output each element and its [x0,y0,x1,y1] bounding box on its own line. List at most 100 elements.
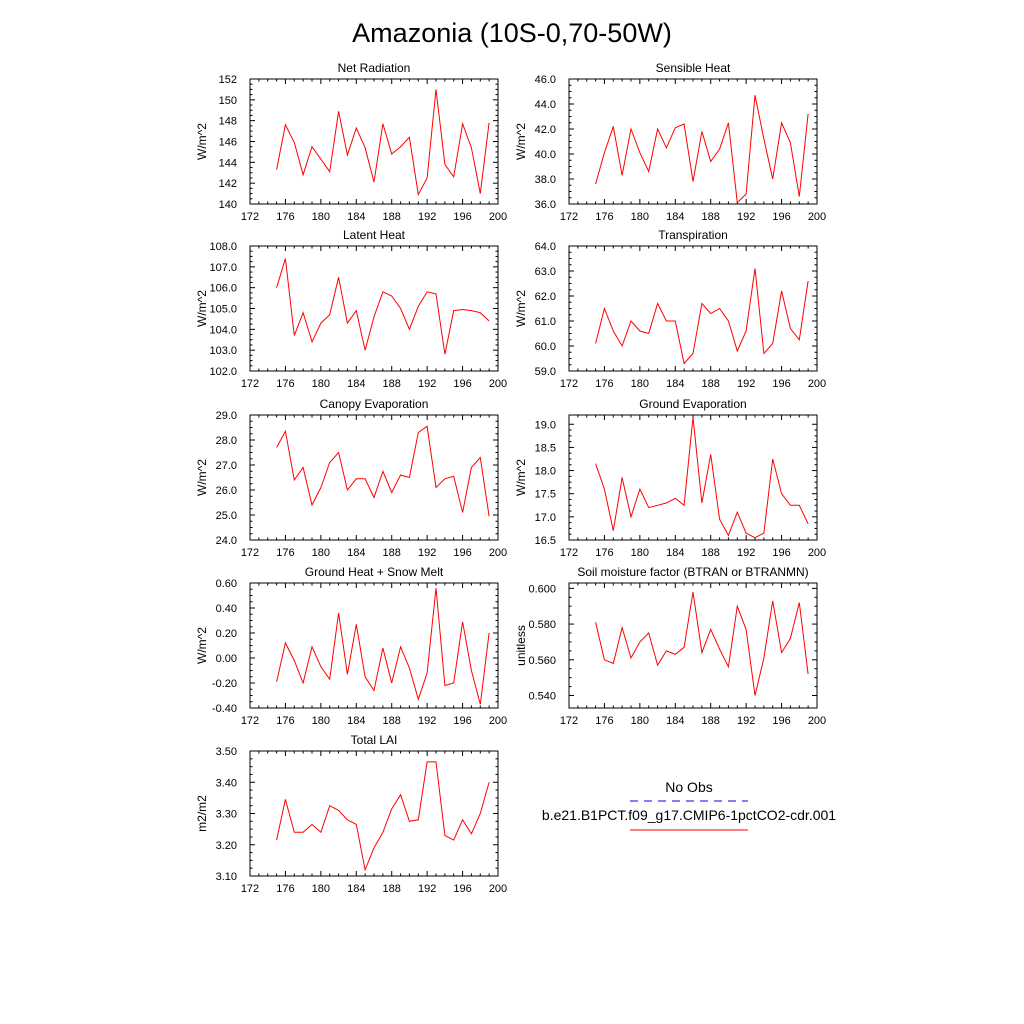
x-tick-label: 176 [276,378,294,390]
x-tick-label: 192 [418,547,436,559]
y-tick-label: 103.0 [209,345,237,357]
y-tick-label: 16.5 [535,535,556,547]
y-tick-label: 17.0 [535,512,556,524]
y-tick-label: 62.0 [535,291,556,303]
x-tick-label: 172 [241,378,259,390]
series-line [276,425,490,517]
x-tick-label: 184 [347,211,365,223]
x-tick-label: 196 [453,378,471,390]
x-tick-label: 176 [595,211,613,223]
x-tick-label: 180 [312,883,330,895]
panel-total-lai: 172 176 180 184 188 192 196 200 3.10 3.20 3.30 3.40… [195,733,507,895]
panel-title: Net Radiation [338,61,411,75]
panel-ground-evaporation: 172 176 180 184 188 192 196 200 16.5 17.0 17.5 18.0… [514,397,826,559]
x-tick-label: 172 [241,547,259,559]
y-tick-label: 26.0 [216,485,237,497]
x-tick-label: 192 [418,883,436,895]
x-tick-label: 172 [241,715,259,727]
panel-title: Ground Heat + Snow Melt [305,565,444,579]
x-tick-label: 200 [489,883,507,895]
x-tick-label: 176 [595,547,613,559]
x-tick-label: 184 [666,378,684,390]
series-line [595,95,809,204]
x-tick-label: 172 [560,378,578,390]
x-tick-label: 200 [808,547,826,559]
y-tick-label: 27.0 [216,460,237,472]
plot-frame [249,78,499,205]
y-tick-label: 3.40 [216,777,237,789]
x-tick-label: 176 [276,211,294,223]
x-tick-label: 196 [772,378,790,390]
panel-ground-heat-snow-melt: 172 176 180 184 188 192 196 200 -0.40 -0.20 0.00 0.… [195,565,507,727]
x-tick-label: 188 [383,883,401,895]
series-line [595,591,809,696]
y-tick-label: 102.0 [209,366,237,378]
panel-title: Soil moisture factor (BTRAN or BTRANMN) [577,565,808,579]
page-title: Amazonia (10S-0,70-50W) [352,18,672,48]
series-line [276,587,490,705]
x-tick-label: 188 [702,378,720,390]
x-tick-label: 184 [666,211,684,223]
y-tick-label: 18.5 [535,442,556,454]
x-tick-label: 196 [453,211,471,223]
y-axis-label: W/m^2 [195,290,209,327]
x-tick-label: 180 [312,211,330,223]
y-tick-label: 19.0 [535,419,556,431]
panel-title: Ground Evaporation [639,397,746,411]
x-tick-label: 196 [772,547,790,559]
panel-title: Latent Heat [343,228,406,242]
y-tick-label: 40.0 [535,149,556,161]
x-tick-label: 192 [418,211,436,223]
x-tick-label: 180 [312,715,330,727]
x-tick-label: 184 [666,547,684,559]
y-axis-label: m2/m2 [195,795,209,832]
x-tick-label: 172 [560,715,578,727]
y-tick-label: 3.50 [216,746,237,758]
plot-frame [568,78,818,205]
y-tick-label: 24.0 [216,535,237,547]
y-tick-label: -0.20 [212,678,237,690]
x-tick-label: 172 [560,547,578,559]
y-tick-label: 0.60 [216,578,237,590]
x-tick-label: 188 [702,547,720,559]
chart-panels: 172 176 180 184 188 192 196 200 140 142 144 146 148 1… [195,61,826,895]
x-tick-label: 184 [666,715,684,727]
x-tick-label: 180 [631,715,649,727]
y-tick-label: 64.0 [535,241,556,253]
y-tick-label: 142 [219,178,237,190]
x-tick-label: 176 [595,715,613,727]
y-tick-label: 60.0 [535,341,556,353]
x-tick-label: 188 [383,211,401,223]
x-tick-label: 180 [312,378,330,390]
plot-frame [568,414,818,541]
y-tick-label: 3.30 [216,809,237,821]
x-tick-label: 192 [737,378,755,390]
y-tick-label: 140 [219,199,237,211]
panel-canopy-evaporation: 172 176 180 184 188 192 196 200 24.0 25.0 26.0 27.0… [195,397,507,559]
x-tick-label: 200 [489,547,507,559]
y-tick-label: 29.0 [216,410,237,422]
series-line [276,258,490,355]
plot-frame [249,414,499,541]
y-tick-label: 42.0 [535,124,556,136]
x-tick-label: 192 [418,378,436,390]
x-tick-label: 192 [737,211,755,223]
plot-frame [249,750,499,877]
y-tick-label: 46.0 [535,74,556,86]
y-tick-label: 104.0 [209,324,237,336]
y-tick-label: 150 [219,95,237,107]
x-tick-label: 176 [276,883,294,895]
y-tick-label: 152 [219,74,237,86]
x-tick-label: 200 [489,211,507,223]
x-tick-label: 188 [383,378,401,390]
x-tick-label: 196 [772,211,790,223]
x-tick-label: 196 [453,883,471,895]
y-tick-label: 108.0 [209,241,237,253]
x-tick-label: 200 [489,715,507,727]
x-tick-label: 200 [808,378,826,390]
x-tick-label: 184 [347,378,365,390]
y-tick-label: 44.0 [535,99,556,111]
panel-transpiration: 172 176 180 184 188 192 196 200 59.0 60.0 61.0 62.0… [514,228,826,390]
x-tick-label: 176 [276,547,294,559]
y-tick-label: 38.0 [535,174,556,186]
